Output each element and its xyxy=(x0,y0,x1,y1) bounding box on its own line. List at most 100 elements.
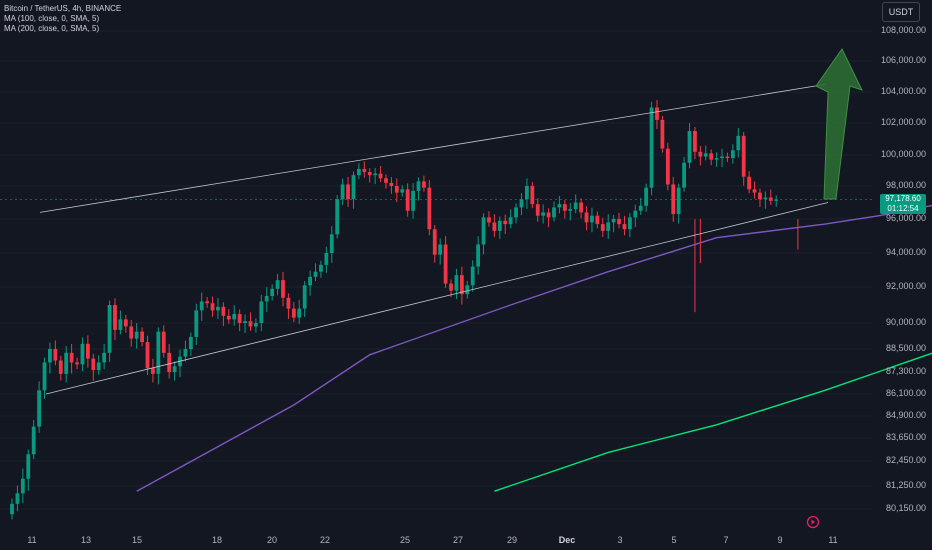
replay-icon[interactable] xyxy=(806,515,820,529)
candle[interactable] xyxy=(535,198,540,222)
candle[interactable] xyxy=(75,357,79,370)
candle[interactable] xyxy=(584,206,589,231)
channel-lines[interactable] xyxy=(39,83,829,395)
candle[interactable] xyxy=(118,310,123,335)
candle[interactable] xyxy=(400,185,405,197)
candle[interactable] xyxy=(151,358,155,383)
candle[interactable] xyxy=(270,284,275,301)
candle[interactable] xyxy=(31,420,36,460)
candle[interactable] xyxy=(210,296,215,317)
candle[interactable] xyxy=(562,200,567,219)
candle[interactable] xyxy=(606,214,611,239)
candle[interactable] xyxy=(438,238,443,265)
ma100-legend[interactable]: MA (100, close, 0, SMA, 5) xyxy=(4,14,100,23)
candle[interactable] xyxy=(644,183,649,212)
candle[interactable] xyxy=(633,204,638,228)
candle[interactable] xyxy=(384,174,388,189)
candle[interactable] xyxy=(671,176,676,222)
candle[interactable] xyxy=(481,213,486,255)
candle[interactable] xyxy=(356,163,361,180)
candle[interactable] xyxy=(134,323,139,349)
candle[interactable] xyxy=(216,297,220,319)
candle[interactable] xyxy=(254,318,258,333)
candle[interactable] xyxy=(454,268,459,300)
candle[interactable] xyxy=(774,195,779,207)
candle[interactable] xyxy=(714,152,719,167)
candle[interactable] xyxy=(443,236,448,288)
candle[interactable] xyxy=(514,203,518,224)
candle[interactable] xyxy=(335,195,340,239)
candle[interactable] xyxy=(459,266,464,305)
candle[interactable] xyxy=(519,193,524,216)
currency-button[interactable]: USDT xyxy=(882,2,920,22)
candle[interactable] xyxy=(259,294,264,332)
candle[interactable] xyxy=(698,145,703,166)
candle[interactable] xyxy=(15,485,20,512)
candle[interactable] xyxy=(167,343,172,379)
candle[interactable] xyxy=(552,201,556,222)
candle[interactable] xyxy=(573,194,578,214)
candle[interactable] xyxy=(178,349,182,378)
candle[interactable] xyxy=(649,101,654,196)
candle[interactable] xyxy=(389,177,394,194)
candle[interactable] xyxy=(243,314,247,334)
channel-upper-line[interactable] xyxy=(39,83,827,213)
candle[interactable] xyxy=(590,207,594,233)
candle[interactable] xyxy=(113,298,117,340)
candle[interactable] xyxy=(665,142,670,191)
candle[interactable] xyxy=(346,176,350,207)
candle[interactable] xyxy=(80,337,85,372)
candle[interactable] xyxy=(324,246,329,273)
candle[interactable] xyxy=(194,303,199,346)
candle[interactable] xyxy=(69,343,74,374)
candle[interactable] xyxy=(394,178,399,203)
candle[interactable] xyxy=(525,178,529,209)
candle[interactable] xyxy=(595,211,600,229)
candle[interactable] xyxy=(129,319,134,347)
candle[interactable] xyxy=(503,214,508,234)
candle[interactable] xyxy=(541,204,546,224)
candle[interactable] xyxy=(297,299,302,325)
candle[interactable] xyxy=(763,191,768,209)
candle[interactable] xyxy=(291,301,296,323)
candle[interactable] xyxy=(188,332,193,356)
candle[interactable] xyxy=(617,212,621,229)
candle[interactable] xyxy=(161,325,166,358)
candle[interactable] xyxy=(546,208,551,228)
candle[interactable] xyxy=(123,314,128,333)
candle[interactable] xyxy=(660,116,665,153)
candle[interactable] xyxy=(226,309,231,324)
projection-arrow[interactable] xyxy=(815,48,863,200)
candle[interactable] xyxy=(411,183,415,219)
ma200-legend[interactable]: MA (200, close, 0, SMA, 5) xyxy=(4,24,100,33)
candle[interactable] xyxy=(264,287,269,312)
candle[interactable] xyxy=(10,498,14,520)
candle[interactable] xyxy=(720,148,724,168)
candle[interactable] xyxy=(248,312,253,331)
candle[interactable] xyxy=(449,279,453,298)
candle[interactable] xyxy=(351,171,356,209)
candle[interactable] xyxy=(308,270,312,296)
candle[interactable] xyxy=(362,161,367,178)
candle[interactable] xyxy=(156,327,161,385)
candle[interactable] xyxy=(96,355,101,375)
candle[interactable] xyxy=(405,183,410,217)
candle[interactable] xyxy=(145,335,150,375)
candle[interactable] xyxy=(275,273,280,296)
candle[interactable] xyxy=(416,177,421,201)
candle[interactable] xyxy=(638,197,643,215)
candle[interactable] xyxy=(107,300,112,362)
candle[interactable] xyxy=(476,236,481,275)
candle[interactable] xyxy=(703,145,708,161)
candle[interactable] xyxy=(432,224,437,263)
candle[interactable] xyxy=(687,123,692,169)
candle[interactable] xyxy=(492,214,497,238)
candle[interactable] xyxy=(497,216,502,239)
candle[interactable] xyxy=(422,175,426,192)
candle[interactable] xyxy=(281,271,285,307)
candle[interactable] xyxy=(48,342,52,374)
symbol-title[interactable]: Bitcoin / TetherUS, 4h, BINANCE xyxy=(4,4,122,13)
candle[interactable] xyxy=(427,179,432,236)
candle[interactable] xyxy=(140,327,144,347)
